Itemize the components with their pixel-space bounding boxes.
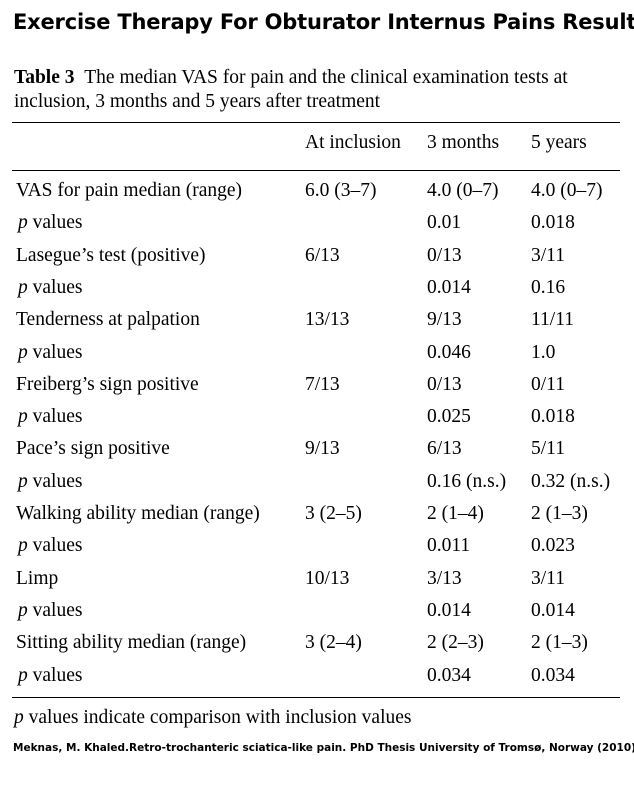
column-header-5-years: 5 years <box>531 132 587 153</box>
p-values-text: values <box>27 342 83 363</box>
cell-5-years: 4.0 (0–7) <box>531 180 603 201</box>
cell-3-months: 2 (2–3) <box>427 632 484 653</box>
cell-5-years: 2 (1–3) <box>531 632 588 653</box>
row-label: Freiberg’s sign positive <box>16 374 199 395</box>
p-value-5-years: 0.034 <box>531 665 575 686</box>
row-label: Lasegue’s test (positive) <box>16 245 206 266</box>
p-values-text: values <box>27 406 83 427</box>
cell-3-months: 6/13 <box>427 438 462 459</box>
p-symbol: p <box>18 665 28 686</box>
cell-at-inclusion: 7/13 <box>305 374 340 395</box>
p-symbol: p <box>18 406 28 427</box>
p-values-label: p values <box>18 211 82 235</box>
cell-3-months: 0/13 <box>427 374 462 395</box>
page-heading: Exercise Therapy For Obturator Internus … <box>13 10 634 34</box>
p-values-label: p values <box>18 341 82 365</box>
p-value-5-years: 0.014 <box>531 600 575 621</box>
p-values-label: p values <box>18 599 82 623</box>
row-label: Sitting ability median (range) <box>16 632 247 653</box>
row-label: Pace’s sign positive <box>16 438 170 459</box>
row-label: Limp <box>16 568 59 589</box>
cell-3-months: 3/13 <box>427 568 462 589</box>
p-value-3-months: 0.046 <box>427 342 471 363</box>
table-label: Table 3 <box>14 67 75 88</box>
cell-5-years: 5/11 <box>531 438 565 459</box>
cell-at-inclusion: 9/13 <box>305 438 340 459</box>
p-value-3-months: 0.01 <box>427 212 462 233</box>
cell-3-months: 9/13 <box>427 309 462 330</box>
cell-at-inclusion: 10/13 <box>305 568 350 589</box>
cell-5-years: 3/11 <box>531 568 565 589</box>
cell-at-inclusion: 3 (2–4) <box>305 632 362 653</box>
p-values-label: p values <box>18 276 82 300</box>
p-value-3-months: 0.16 (n.s.) <box>427 471 507 492</box>
p-value-3-months: 0.034 <box>427 665 471 686</box>
p-value-3-months: 0.014 <box>427 600 471 621</box>
table-bottom-rule <box>12 697 620 698</box>
p-values-label: p values <box>18 405 82 429</box>
p-symbol: p <box>18 212 28 233</box>
p-values-text: values <box>27 600 83 621</box>
p-value-3-months: 0.025 <box>427 406 471 427</box>
p-symbol: p <box>18 600 28 621</box>
cell-3-months: 4.0 (0–7) <box>427 180 499 201</box>
p-values-text: values <box>27 535 83 556</box>
cell-5-years: 0/11 <box>531 374 565 395</box>
p-values-text: values <box>27 212 83 233</box>
p-value-3-months: 0.011 <box>427 535 471 556</box>
p-symbol: p <box>18 471 28 492</box>
footnote-text: values indicate comparison with inclusio… <box>23 707 412 728</box>
cell-at-inclusion: 13/13 <box>305 309 350 330</box>
p-value-3-months: 0.014 <box>427 277 471 298</box>
table-caption: Table 3 The median VAS for pain and the … <box>14 66 624 114</box>
p-values-label: p values <box>18 664 82 688</box>
cell-at-inclusion: 6.0 (3–7) <box>305 180 377 201</box>
p-values-label: p values <box>18 534 82 558</box>
column-header-at-inclusion: At inclusion <box>305 132 401 153</box>
p-value-5-years: 0.32 (n.s.) <box>531 471 611 492</box>
p-value-5-years: 0.16 <box>531 277 566 298</box>
p-values-text: values <box>27 277 83 298</box>
row-label: Tenderness at palpation <box>16 309 200 330</box>
cell-3-months: 2 (1–4) <box>427 503 484 524</box>
table-header-rule <box>12 170 620 171</box>
cell-5-years: 2 (1–3) <box>531 503 588 524</box>
p-symbol: p <box>18 535 28 556</box>
source-citation: Meknas, M. Khaled.Retro-trochanteric sci… <box>13 742 634 754</box>
p-symbol: p <box>18 342 28 363</box>
cell-3-months: 0/13 <box>427 245 462 266</box>
row-label: VAS for pain median (range) <box>16 180 242 201</box>
table-top-rule <box>12 122 620 123</box>
p-symbol: p <box>18 277 28 298</box>
footnote-p-symbol: p <box>14 707 24 728</box>
cell-at-inclusion: 3 (2–5) <box>305 503 362 524</box>
p-values-text: values <box>27 665 83 686</box>
p-values-label: p values <box>18 470 82 494</box>
p-value-5-years: 0.018 <box>531 212 575 233</box>
cell-5-years: 3/11 <box>531 245 565 266</box>
table-caption-text: The median VAS for pain and the clinical… <box>14 67 568 112</box>
p-value-5-years: 0.023 <box>531 535 575 556</box>
column-header-3-months: 3 months <box>427 132 500 153</box>
cell-at-inclusion: 6/13 <box>305 245 340 266</box>
cell-5-years: 11/11 <box>531 309 574 330</box>
row-label: Walking ability median (range) <box>16 503 260 524</box>
p-values-text: values <box>27 471 83 492</box>
table-footnote: p values indicate comparison with inclus… <box>14 706 412 730</box>
p-value-5-years: 0.018 <box>531 406 575 427</box>
p-value-5-years: 1.0 <box>531 342 556 363</box>
